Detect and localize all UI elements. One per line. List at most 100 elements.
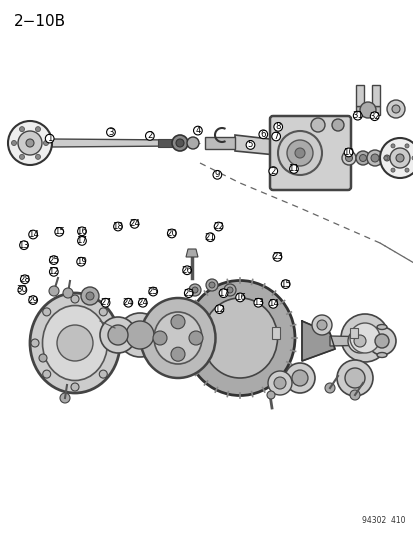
Text: 7: 7 — [273, 132, 278, 141]
Circle shape — [149, 287, 157, 296]
Circle shape — [77, 257, 85, 266]
Circle shape — [145, 132, 154, 140]
Text: 23: 23 — [271, 253, 282, 261]
Circle shape — [176, 139, 183, 147]
Circle shape — [286, 140, 312, 166]
Circle shape — [289, 165, 297, 173]
Ellipse shape — [43, 305, 107, 381]
Circle shape — [8, 121, 52, 165]
Circle shape — [118, 313, 161, 357]
Ellipse shape — [140, 298, 215, 378]
Text: 2: 2 — [147, 132, 152, 140]
Circle shape — [391, 105, 399, 113]
Circle shape — [370, 154, 378, 162]
Circle shape — [99, 308, 107, 316]
Polygon shape — [142, 325, 150, 341]
Circle shape — [380, 152, 392, 164]
Circle shape — [344, 368, 364, 388]
Circle shape — [39, 354, 47, 362]
Circle shape — [78, 227, 86, 236]
Circle shape — [389, 148, 409, 168]
Circle shape — [36, 155, 40, 159]
Text: 25: 25 — [147, 287, 158, 296]
Text: 28: 28 — [19, 275, 30, 284]
Circle shape — [235, 293, 244, 302]
Circle shape — [71, 383, 79, 391]
Circle shape — [63, 288, 73, 298]
Circle shape — [99, 370, 107, 378]
Circle shape — [349, 323, 379, 353]
Circle shape — [189, 331, 202, 345]
Circle shape — [153, 331, 166, 345]
Circle shape — [268, 167, 277, 175]
Circle shape — [78, 237, 86, 245]
Text: 12: 12 — [214, 305, 224, 313]
Ellipse shape — [376, 352, 386, 358]
Circle shape — [280, 280, 289, 288]
Circle shape — [259, 130, 267, 139]
Text: 5: 5 — [247, 141, 253, 149]
Circle shape — [273, 377, 285, 389]
Circle shape — [100, 317, 136, 353]
Circle shape — [57, 325, 93, 361]
Text: 13: 13 — [19, 241, 29, 249]
Circle shape — [206, 279, 218, 291]
Circle shape — [390, 168, 394, 172]
Circle shape — [43, 370, 51, 378]
Text: 24: 24 — [137, 298, 148, 307]
Circle shape — [349, 390, 359, 400]
Circle shape — [411, 156, 413, 160]
Circle shape — [171, 347, 185, 361]
Circle shape — [43, 308, 51, 316]
Polygon shape — [138, 325, 146, 341]
Polygon shape — [301, 321, 334, 361]
Circle shape — [18, 131, 42, 155]
Circle shape — [395, 154, 403, 162]
Circle shape — [205, 233, 214, 241]
Circle shape — [386, 100, 404, 118]
Circle shape — [310, 118, 324, 132]
Circle shape — [347, 329, 371, 353]
Circle shape — [124, 298, 132, 307]
Circle shape — [379, 138, 413, 178]
Circle shape — [26, 139, 34, 147]
Text: 12: 12 — [48, 268, 59, 276]
Circle shape — [336, 360, 372, 396]
Text: 13: 13 — [252, 298, 263, 307]
Ellipse shape — [185, 280, 294, 395]
Polygon shape — [371, 85, 379, 106]
Text: 3: 3 — [108, 128, 114, 136]
Text: 14: 14 — [267, 300, 278, 308]
Circle shape — [19, 127, 24, 132]
FancyBboxPatch shape — [269, 116, 350, 190]
Circle shape — [370, 112, 378, 120]
Circle shape — [49, 256, 58, 264]
Text: 24: 24 — [123, 298, 133, 307]
Circle shape — [273, 253, 281, 261]
Text: 1: 1 — [47, 134, 52, 143]
Circle shape — [245, 141, 254, 149]
Text: 22: 22 — [213, 222, 223, 231]
Text: 32: 32 — [368, 112, 379, 120]
Text: 2−10B: 2−10B — [14, 14, 66, 29]
Text: 2: 2 — [270, 167, 275, 175]
Text: 8: 8 — [275, 123, 280, 131]
Circle shape — [253, 298, 262, 307]
Circle shape — [187, 137, 199, 149]
Circle shape — [383, 156, 387, 160]
Text: 31: 31 — [351, 111, 362, 120]
Circle shape — [219, 289, 227, 297]
Circle shape — [353, 335, 365, 347]
Circle shape — [291, 370, 307, 386]
Circle shape — [343, 148, 352, 157]
Circle shape — [355, 151, 369, 165]
Circle shape — [18, 286, 26, 294]
Circle shape — [111, 339, 119, 347]
Ellipse shape — [30, 293, 120, 393]
Circle shape — [294, 148, 304, 158]
Text: 18: 18 — [112, 222, 123, 231]
Circle shape — [366, 150, 382, 166]
Circle shape — [404, 168, 408, 172]
Circle shape — [12, 141, 17, 146]
Circle shape — [214, 222, 222, 231]
